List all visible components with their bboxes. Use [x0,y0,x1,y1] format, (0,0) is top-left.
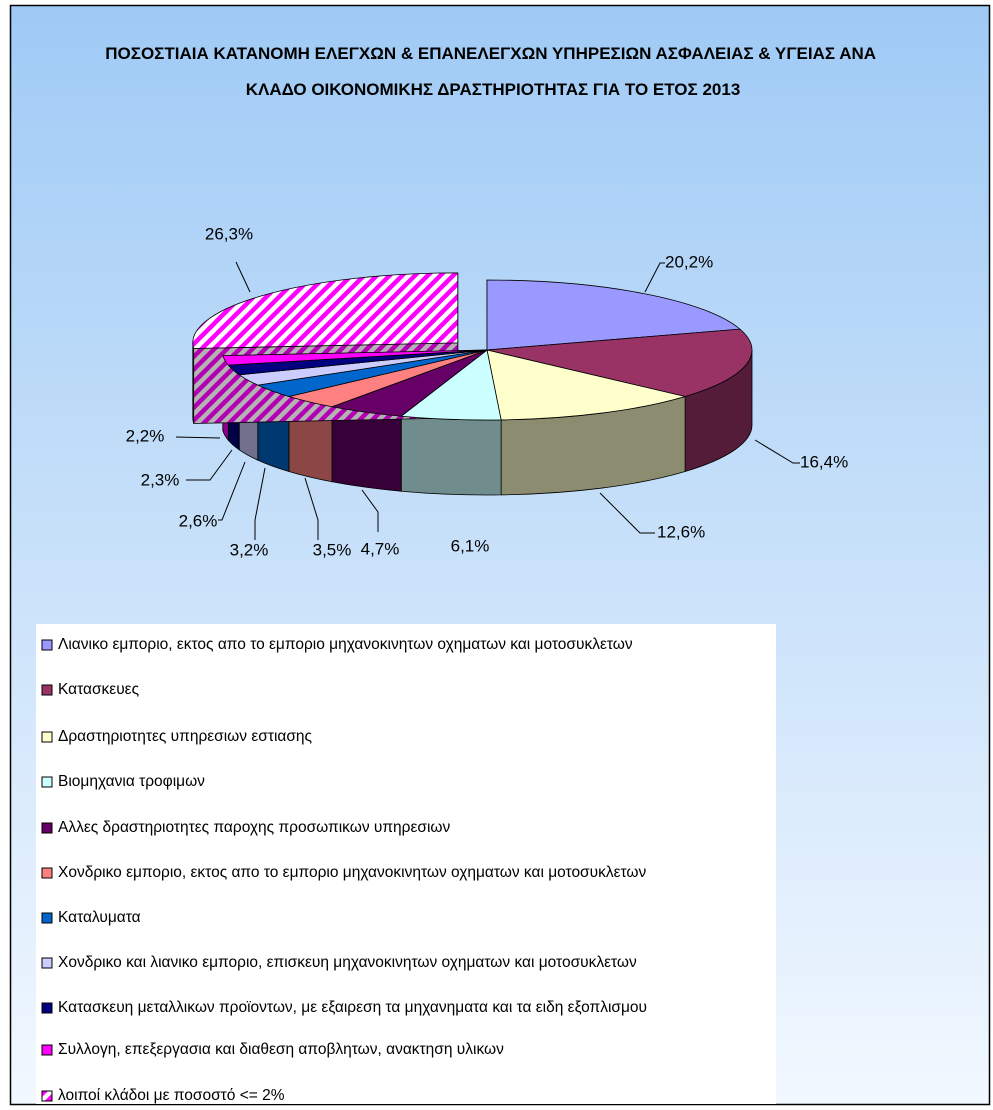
legend-label: Χονδρικο εμποριο, εκτος απο το εμποριο μ… [58,864,647,881]
legend-swatch [41,776,53,788]
value-label: 20,2% [665,252,713,271]
value-labels: 20,2% 16,4% 12,6% 6,1% 4,7% 3,5% 3,2% 2,6% 2,3% 2… [126,224,849,559]
pie [192,272,753,496]
legend-swatch [41,1002,53,1014]
leader-line [754,439,800,464]
value-label: 12,6% [657,522,705,541]
slice [486,328,753,397]
value-label: 3,2% [230,540,269,559]
slice-wall [400,415,502,496]
leader-line [218,461,246,521]
slice [192,272,459,349]
chart-title: ΠΟΣΟΣΤΙΑΙΑ ΚΑΤΑΝΟΜΗ ΕΛΕΓΧΩΝ & ΕΠΑΝΕΛΕΓΧΩ… [105,44,881,99]
legend-label: Αλλες δραστηριοτητες παροχης προσωπικων … [58,819,451,836]
value-label: 2,3% [141,470,180,489]
leader-line [254,467,266,540]
legend-swatch [41,684,53,696]
slice [222,349,488,366]
leader-line [599,492,655,534]
value-label: 4,7% [361,539,400,558]
legend-box [36,624,776,1104]
legend-swatch [41,912,53,924]
legend-label: Κατασκευη μεταλλικων προϊοντων, με εξαιρ… [58,999,647,1016]
value-label: 2,2% [126,426,165,445]
legend-swatch [41,1044,53,1056]
value-label: 2,6% [179,511,218,530]
leader-line [304,477,319,540]
value-label: 26,3% [205,224,253,243]
leader-line [186,449,233,481]
legend-label: Βιομηχανια τροφιμων [58,773,205,790]
legend-swatch [41,957,53,969]
legend-swatch [41,731,53,743]
legend: Λιανικο εμποριο, εκτος απο το εμποριο μη… [41,636,647,1104]
legend-label: λοιποί κλάδοι με ποσοστό <= 2% [58,1087,285,1104]
legend-label: Συλλογη, επεξεργασια και διαθεση αποβλητ… [58,1041,504,1058]
leader-line [175,436,221,439]
legend-label: Δραστηριοτητες υπηρεσιων εστιασης [58,728,312,745]
leader-line [235,261,251,293]
legend-label: Κατασκευες [58,681,139,698]
leader-line [644,262,665,293]
value-label: 16,4% [800,452,848,471]
value-label: 3,5% [313,540,352,559]
legend-swatch [41,1090,53,1102]
leader-line [361,489,379,532]
legend-label: Χονδρικο και λιανικο εμποριο, επισκευη μ… [58,954,637,971]
slice [486,349,687,421]
value-label: 6,1% [451,536,490,555]
legend-swatch [41,867,53,879]
slice [486,279,741,351]
legend-swatch [41,639,53,651]
legend-label: Λιανικο εμποριο, εκτος απο το εμποριο μη… [58,636,633,653]
slice-wall [192,342,195,424]
legend-swatch [41,822,53,834]
legend-label: Καταλυματα [58,909,141,926]
